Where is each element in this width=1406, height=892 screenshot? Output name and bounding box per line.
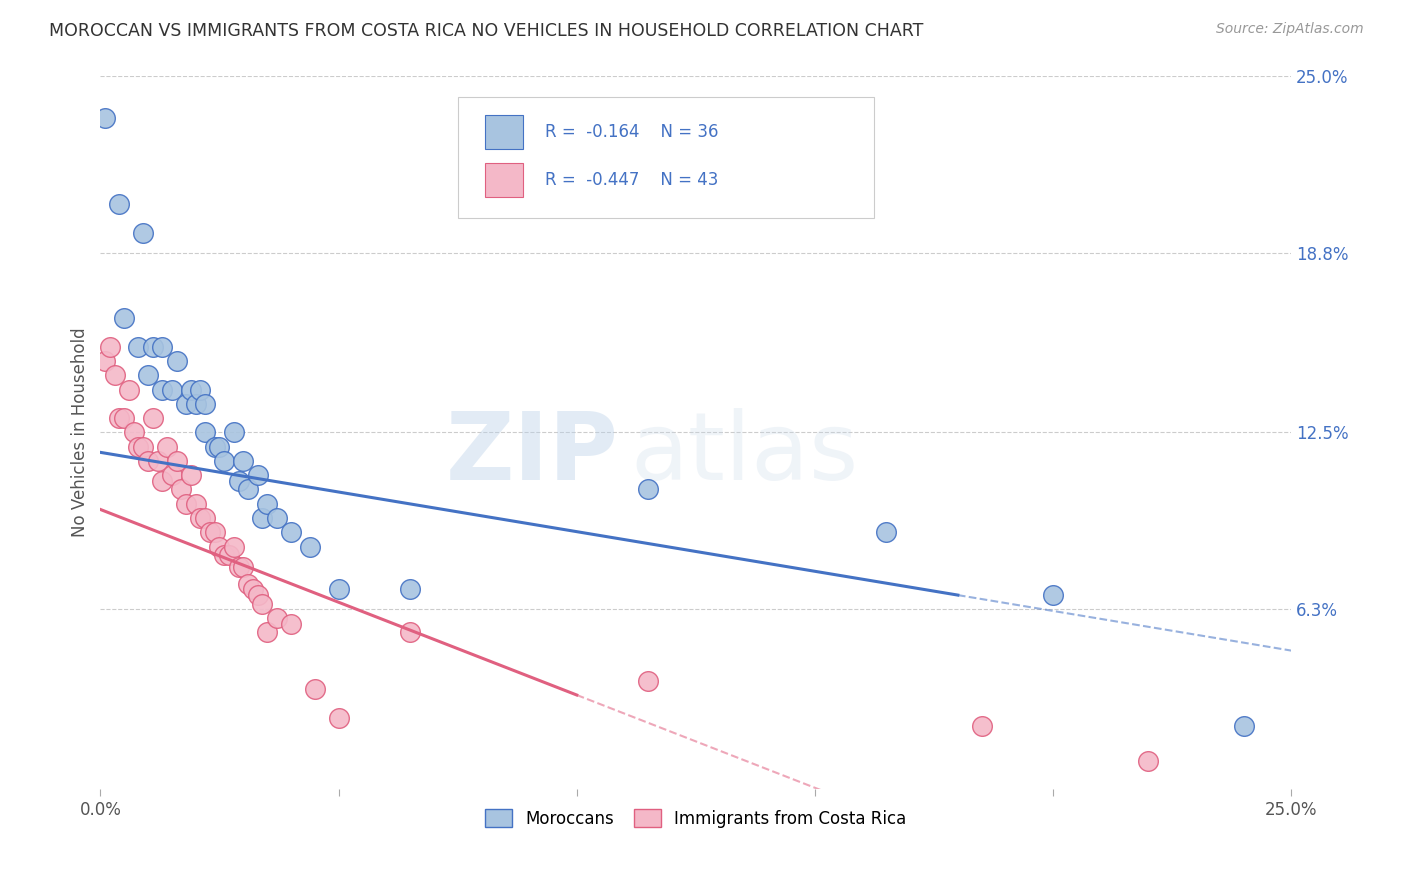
Point: [94, 112, 117, 126]
Point: [122, 425, 145, 440]
Text: Source: ZipAtlas.com: Source: ZipAtlas.com: [1216, 22, 1364, 37]
Point: [212, 454, 235, 468]
Point: [266, 611, 288, 625]
Point: [94, 354, 117, 368]
Point: [637, 483, 659, 497]
Point: [212, 548, 235, 562]
Point: [228, 474, 250, 488]
Text: ZIP: ZIP: [446, 408, 619, 500]
Point: [1233, 719, 1256, 733]
Point: [146, 454, 169, 468]
Point: [232, 454, 254, 468]
Point: [112, 311, 135, 326]
Point: [150, 474, 173, 488]
Point: [222, 540, 245, 554]
Point: [98, 340, 121, 354]
Point: [280, 525, 302, 540]
FancyBboxPatch shape: [485, 115, 523, 149]
Legend: Moroccans, Immigrants from Costa Rica: Moroccans, Immigrants from Costa Rica: [478, 803, 912, 834]
Point: [104, 368, 127, 383]
Point: [190, 511, 212, 525]
Point: [132, 440, 155, 454]
Point: [108, 197, 131, 211]
Point: [108, 411, 131, 425]
Point: [256, 625, 278, 640]
Point: [204, 440, 226, 454]
Point: [208, 540, 231, 554]
Point: [399, 582, 422, 597]
Point: [184, 497, 207, 511]
Point: [180, 383, 202, 397]
Point: [132, 226, 155, 240]
Point: [150, 340, 173, 354]
Text: MOROCCAN VS IMMIGRANTS FROM COSTA RICA NO VEHICLES IN HOUSEHOLD CORRELATION CHAR: MOROCCAN VS IMMIGRANTS FROM COSTA RICA N…: [49, 22, 924, 40]
Point: [208, 440, 231, 454]
Point: [142, 340, 165, 354]
Point: [127, 340, 149, 354]
Point: [160, 468, 183, 483]
Point: [204, 525, 226, 540]
Point: [150, 383, 173, 397]
Point: [1042, 588, 1064, 602]
Point: [222, 425, 245, 440]
Point: [298, 540, 321, 554]
Point: [136, 454, 159, 468]
Point: [190, 383, 212, 397]
Point: [328, 582, 350, 597]
Point: [970, 719, 993, 733]
Text: R =  -0.164    N = 36: R = -0.164 N = 36: [544, 123, 718, 141]
Point: [194, 425, 217, 440]
Text: atlas: atlas: [630, 408, 859, 500]
Point: [232, 559, 254, 574]
Point: [246, 468, 269, 483]
Point: [194, 511, 217, 525]
Point: [236, 483, 259, 497]
Text: R =  -0.447    N = 43: R = -0.447 N = 43: [544, 170, 718, 189]
Y-axis label: No Vehicles in Household: No Vehicles in Household: [72, 327, 89, 537]
Point: [156, 440, 179, 454]
Point: [160, 383, 183, 397]
Point: [266, 511, 288, 525]
Point: [637, 673, 659, 688]
Point: [184, 397, 207, 411]
Point: [142, 411, 165, 425]
Point: [228, 559, 250, 574]
Point: [252, 511, 274, 525]
FancyBboxPatch shape: [485, 162, 523, 197]
Point: [180, 468, 202, 483]
Point: [112, 411, 135, 425]
Point: [136, 368, 159, 383]
Point: [399, 625, 422, 640]
Point: [194, 397, 217, 411]
Point: [198, 525, 221, 540]
Point: [242, 582, 264, 597]
Point: [875, 525, 897, 540]
Point: [166, 454, 188, 468]
Point: [1137, 754, 1160, 768]
Point: [256, 497, 278, 511]
Point: [252, 597, 274, 611]
Point: [328, 711, 350, 725]
Point: [218, 548, 240, 562]
Point: [118, 383, 141, 397]
Point: [280, 616, 302, 631]
Point: [174, 497, 197, 511]
Point: [174, 397, 197, 411]
Point: [166, 354, 188, 368]
Point: [246, 588, 269, 602]
Point: [236, 576, 259, 591]
FancyBboxPatch shape: [457, 97, 875, 219]
Point: [127, 440, 149, 454]
Point: [304, 682, 326, 697]
Point: [170, 483, 193, 497]
